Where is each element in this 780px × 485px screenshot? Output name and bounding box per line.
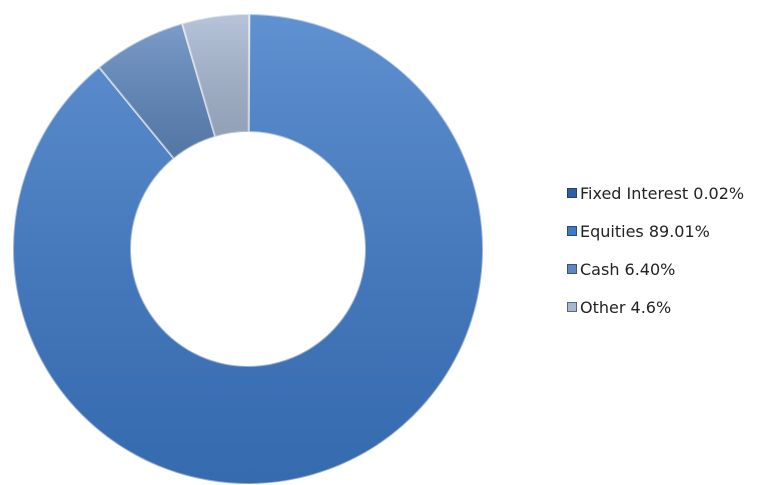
legend-label-other: Other 4.6% [580,297,672,317]
legend-item-equities: Equities 89.01% [567,212,777,250]
donut-slice-shade-other [182,14,250,137]
chart-legend: Fixed Interest 0.02% Equities 89.01% Cas… [567,174,777,326]
donut-slice-shade-equities [12,14,484,484]
legend-swatch-equities [567,226,577,236]
legend-item-fixed-interest: Fixed Interest 0.02% [567,174,777,212]
legend-label-fixed-interest: Fixed Interest 0.02% [580,183,745,203]
legend-label-cash: Cash 6.40% [580,259,676,279]
legend-item-cash: Cash 6.40% [567,250,777,288]
legend-label-equities: Equities 89.01% [580,221,710,241]
donut-slice-shade-cash [99,23,216,159]
legend-swatch-other [567,302,577,312]
legend-swatch-fixed-interest [567,188,577,198]
legend-swatch-cash [567,264,577,274]
donut-slices [12,12,484,485]
legend-item-other: Other 4.6% [567,288,777,326]
